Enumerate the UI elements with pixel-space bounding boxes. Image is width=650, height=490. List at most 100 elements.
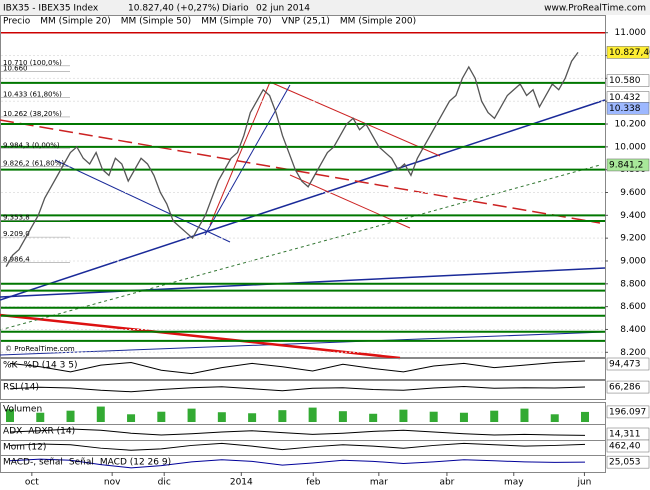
trendline <box>204 84 291 236</box>
volume-bar <box>36 412 45 422</box>
legend-entry: MM (Simple 50) <box>121 17 191 27</box>
price-label-box <box>606 46 650 59</box>
trendline <box>0 267 606 298</box>
indicator-panel <box>0 380 606 400</box>
indicator-label: RSI (14) <box>3 383 39 393</box>
indicator-value-box <box>606 380 650 394</box>
fib-label: 9.353,8 <box>3 214 30 222</box>
volume-bar <box>157 411 166 422</box>
indicator-line <box>9 428 586 436</box>
indicator-label: ADXR (14) <box>28 427 75 437</box>
volume-bar <box>399 409 408 422</box>
quote: 10.827,40 (+0,27%) <box>128 4 220 14</box>
legend-entry: VNP (25,1) <box>282 17 330 27</box>
fib-label: 10.660 <box>3 65 28 73</box>
legend-entry: MM (Simple 200) <box>340 17 416 27</box>
date: 02 jun 2014 <box>256 4 310 14</box>
price-line <box>5 52 579 268</box>
volume-bar <box>248 413 257 422</box>
indicator-line <box>9 458 586 469</box>
volume-bar <box>187 408 196 422</box>
y-tick-label: 8.400 <box>620 325 646 335</box>
y-tick-label: 11.000 <box>615 28 647 38</box>
source: www.ProRealTime.com <box>544 4 646 14</box>
legend-entry: MM (Simple 20) <box>40 17 110 27</box>
indicator-value: 66,286 <box>609 383 641 393</box>
volume-bar <box>217 412 226 422</box>
x-tick-label: 2014 <box>230 478 253 488</box>
volume-bar <box>66 410 75 422</box>
indicator-panel <box>0 358 606 380</box>
y-tick-label: 8.800 <box>620 279 646 289</box>
volume-bar <box>459 412 468 422</box>
volume-bar <box>490 410 499 422</box>
volume-bar <box>338 411 347 422</box>
trendlines <box>0 81 606 360</box>
fib-label: 8.986,4 <box>3 256 30 264</box>
y-tick-label: 9.400 <box>620 211 646 221</box>
indicator-value-box <box>606 357 650 371</box>
main-panel <box>0 15 606 358</box>
volume-bar <box>369 413 378 422</box>
trendline <box>209 81 271 226</box>
x-tick-label: dic <box>158 478 171 488</box>
indicator-value: 14,311 <box>609 430 641 440</box>
x-tick-label: mar <box>370 478 388 488</box>
fib-label: 9.209,0 <box>3 230 30 238</box>
volume-bar <box>581 411 589 422</box>
price-label: 10.432 <box>609 93 641 103</box>
trendline <box>0 164 601 331</box>
legend-entry: Precio <box>3 17 31 27</box>
trendline <box>269 81 441 157</box>
indicator-label: MACD-, señal <box>3 458 63 468</box>
price-label-box <box>606 102 650 115</box>
volume-bar <box>96 406 105 422</box>
indicator-value-box <box>606 455 650 469</box>
fib-label: 9.984,3 (0,00%) <box>3 142 60 150</box>
x-tick-label: jun <box>576 478 591 488</box>
indicator-value: 462,40 <box>609 442 641 452</box>
price-label: 10.580 <box>609 76 641 86</box>
indicator-label: %D (14 3 5) <box>23 361 77 371</box>
x-tick-label: oct <box>25 478 39 488</box>
y-tick-label: 9.600 <box>620 188 646 198</box>
x-tick-label: abr <box>439 478 454 488</box>
price-label-box <box>606 158 650 172</box>
indicator-panel <box>0 455 606 473</box>
indicator-line <box>9 385 586 393</box>
trendline <box>0 99 606 301</box>
price-label: 10.338 <box>609 104 641 114</box>
indicator-label: ADX <box>3 427 22 437</box>
indicator-value: 94,473 <box>609 360 641 370</box>
x-tick-label: may <box>504 478 524 488</box>
x-tick-label: feb <box>306 478 321 488</box>
fib-label: 10.262 (38,20%) <box>3 110 62 118</box>
price-label: 10.827,40 <box>609 48 650 58</box>
x-tick-label: nov <box>104 478 121 488</box>
indicator-value-box <box>606 405 650 419</box>
price-label: 9.841,2 <box>609 160 643 170</box>
indicator-value-box <box>606 439 650 453</box>
legend-entry: MM (Simple 70) <box>201 17 271 27</box>
y-tick-label: 8.600 <box>620 302 646 312</box>
indicator-label: Señal <box>69 458 94 468</box>
indicator-label: Volumen <box>3 405 42 415</box>
price-label-box <box>606 74 650 87</box>
indicator-line <box>9 442 586 451</box>
header-bar <box>0 0 650 15</box>
indicator-line <box>9 360 586 375</box>
period: Diario <box>222 4 249 14</box>
volume-bar <box>308 407 317 422</box>
fib-label: 10.710 (100,0%) <box>3 59 62 67</box>
y-tick-label: 10.000 <box>615 142 647 152</box>
fib-label: 10.433 (61,80%) <box>3 90 62 98</box>
y-tick-label: 9.200 <box>620 234 646 244</box>
indicator-value: 196.097 <box>609 407 646 417</box>
indicator-label: Mom (12) <box>3 443 46 453</box>
y-tick-label: 8.200 <box>620 348 646 358</box>
indicator-value: 25,053 <box>609 458 641 468</box>
volume-bar <box>278 410 287 422</box>
trendline <box>0 119 601 224</box>
